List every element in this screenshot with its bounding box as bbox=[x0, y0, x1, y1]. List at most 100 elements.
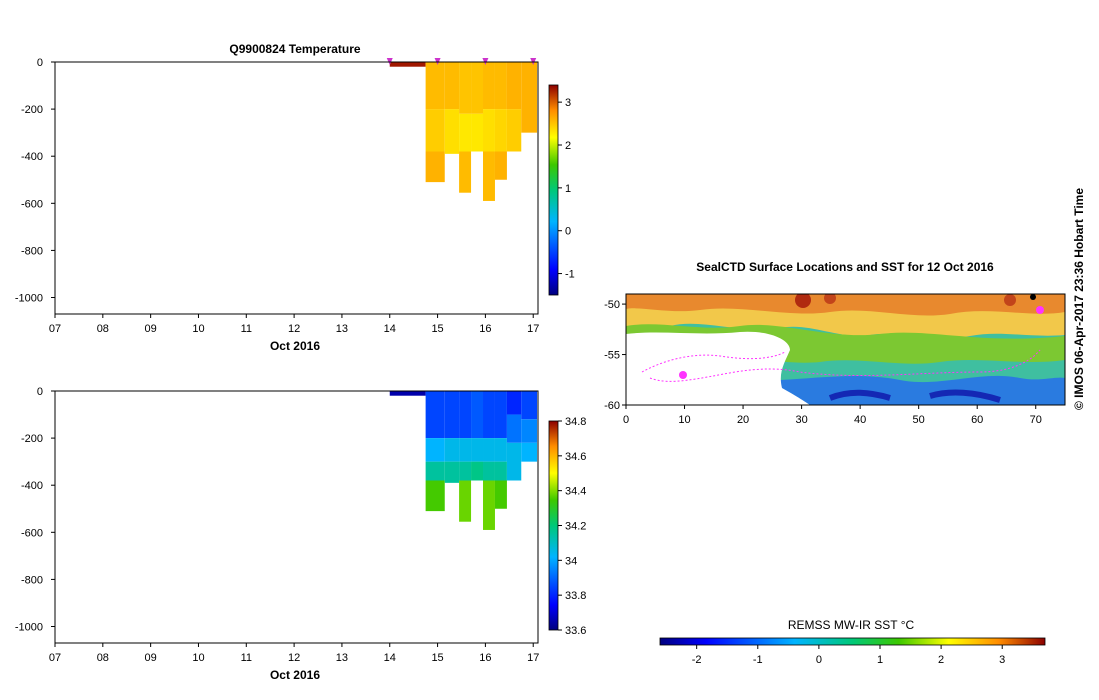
profile-5-cell-0 bbox=[483, 391, 495, 439]
profile-6-cell-1 bbox=[494, 438, 507, 462]
y-tick-label: -200 bbox=[21, 433, 43, 445]
salinity-y-axis: 0 -200 -400 -600 -800 -1000 bbox=[15, 386, 55, 634]
profile-1-cell-0 bbox=[425, 391, 445, 439]
profile-3-cell-2 bbox=[459, 151, 472, 193]
profile-4-cell-2 bbox=[471, 461, 484, 481]
salinity-cells bbox=[389, 391, 538, 530]
profile-1-cell-2 bbox=[425, 151, 445, 183]
sst-colorbar-tick-label: 2 bbox=[938, 654, 944, 666]
x-tick-label: 07 bbox=[49, 652, 61, 664]
salinity-plot-frame bbox=[54, 390, 539, 644]
sst-map-frame bbox=[625, 293, 1066, 406]
colorbar-tick-label: -1 bbox=[565, 269, 575, 281]
profile-2-cell-0 bbox=[444, 391, 460, 439]
sst-colorbar-ticks: -2 -1 0 1 2 3 bbox=[692, 645, 1005, 666]
sst-map-title: SealCTD Surface Locations and SST for 12… bbox=[696, 260, 994, 274]
x-tick-label: 08 bbox=[97, 323, 109, 335]
profile-2-cell-1 bbox=[444, 109, 460, 154]
x-tick-label: 17 bbox=[527, 323, 539, 335]
lat-tick-label: -50 bbox=[604, 299, 620, 311]
profile-8-cell-2 bbox=[521, 442, 538, 462]
salinity-panel: 0 -200 -400 -600 -800 -1000 07 08 09 10 11 12 13 14 1… bbox=[15, 386, 587, 682]
profile-6-cell-2 bbox=[494, 461, 507, 481]
sst-no-data-region bbox=[626, 331, 810, 405]
profile-5-cell-1 bbox=[483, 438, 495, 462]
colorbar-tick-label: 2 bbox=[565, 140, 571, 152]
x-tick-label: 07 bbox=[49, 323, 61, 335]
x-tick-label: 14 bbox=[384, 323, 396, 335]
y-tick-label: -600 bbox=[21, 198, 43, 210]
colorbar-tick-label: 3 bbox=[565, 97, 571, 109]
profile-1-cell-0 bbox=[425, 62, 445, 110]
x-tick-label: 10 bbox=[192, 323, 204, 335]
profile-0-cell-0 bbox=[389, 62, 426, 67]
x-tick-label: 13 bbox=[336, 323, 348, 335]
salinity-colorbar-ticks: 34.8 34.6 34.4 34.2 34 33.8 33.6 bbox=[558, 416, 586, 637]
sst-hot-spot bbox=[1004, 294, 1016, 306]
colorbar-tick-label: 33.8 bbox=[565, 590, 586, 602]
y-tick-label: -200 bbox=[21, 104, 43, 116]
lon-tick-label: 10 bbox=[678, 414, 690, 426]
sst-colorbar-label: REMSS MW-IR SST °C bbox=[788, 618, 915, 632]
y-tick-label: -400 bbox=[21, 151, 43, 163]
y-tick-label: 0 bbox=[37, 57, 43, 69]
y-tick-label: -400 bbox=[21, 480, 43, 492]
x-tick-label: 16 bbox=[479, 323, 491, 335]
x-tick-label: 17 bbox=[527, 652, 539, 664]
seal-locations bbox=[1036, 306, 1044, 314]
x-tick-label: 15 bbox=[431, 652, 443, 664]
x-tick-label: 09 bbox=[145, 323, 157, 335]
temperature-plot-frame bbox=[54, 61, 539, 315]
lon-tick-label: 30 bbox=[795, 414, 807, 426]
colorbar-tick-label: 33.6 bbox=[565, 625, 586, 637]
profile-3-cell-1 bbox=[459, 113, 472, 152]
lon-tick-label: 70 bbox=[1030, 414, 1042, 426]
colorbar-tick-label: 1 bbox=[565, 183, 571, 195]
seal-track bbox=[641, 349, 1041, 382]
sst-field bbox=[626, 294, 1065, 405]
lon-tick-label: 60 bbox=[971, 414, 983, 426]
sst-colorbar-tick-label: 1 bbox=[877, 654, 883, 666]
profile-8-cell-1 bbox=[521, 419, 538, 443]
profile-3-cell-1 bbox=[459, 438, 472, 462]
profile-2-cell-0 bbox=[444, 62, 460, 110]
y-tick-label: -800 bbox=[21, 245, 43, 257]
y-tick-label: 0 bbox=[37, 386, 43, 398]
sst-colorbar-tick-label: -2 bbox=[692, 654, 702, 666]
y-tick-label: -800 bbox=[21, 574, 43, 586]
y-tick-label: -1000 bbox=[15, 293, 43, 305]
x-tick-label: 11 bbox=[241, 323, 252, 335]
profile-1-cell-1 bbox=[425, 109, 445, 152]
profile-3-cell-2 bbox=[459, 461, 472, 481]
profile-8-cell-0 bbox=[521, 391, 538, 420]
sst-map-panel: SealCTD Surface Locations and SST for 12… bbox=[604, 260, 1066, 666]
profile-3-cell-0 bbox=[459, 391, 472, 439]
profile-6-cell-3 bbox=[494, 480, 507, 509]
profile-7-cell-0 bbox=[506, 391, 522, 415]
temperature-panel: Q9900824 Temperature 0 -200 -400 -600 -800 -1… bbox=[15, 42, 575, 353]
x-tick-label: 08 bbox=[97, 652, 109, 664]
y-tick-label: -1000 bbox=[15, 622, 43, 634]
x-tick-label: 12 bbox=[288, 652, 300, 664]
sst-hot-patches bbox=[626, 294, 1065, 316]
temperature-y-axis: 0 -200 -400 -600 -800 -1000 bbox=[15, 57, 55, 305]
profile-6-cell-0 bbox=[494, 62, 507, 110]
x-tick-label: 10 bbox=[192, 652, 204, 664]
salinity-x-label: Oct 2016 bbox=[270, 668, 320, 682]
profile-4-cell-0 bbox=[471, 391, 484, 439]
profile-4-cell-1 bbox=[471, 438, 484, 462]
seal-locations bbox=[1030, 294, 1036, 300]
profile-4-cell-1 bbox=[471, 113, 484, 152]
map-latitude-axis: -50 -55 -60 bbox=[604, 299, 626, 412]
colorbar-tick-label: 34.4 bbox=[565, 486, 586, 498]
colorbar-tick-label: 34.2 bbox=[565, 521, 586, 533]
lon-tick-label: 20 bbox=[737, 414, 749, 426]
temperature-colorbar-ticks: 3 2 1 0 -1 bbox=[558, 97, 575, 281]
profile-0-cell-0 bbox=[389, 391, 426, 396]
sst-very-cold bbox=[828, 389, 1001, 403]
sst-colorbar-tick-label: 3 bbox=[999, 654, 1005, 666]
temperature-x-label: Oct 2016 bbox=[270, 339, 320, 353]
map-longitude-axis: 0 10 20 30 40 50 60 70 bbox=[623, 405, 1042, 426]
profile-6-cell-0 bbox=[494, 391, 507, 439]
profile-5-cell-3 bbox=[483, 480, 495, 530]
